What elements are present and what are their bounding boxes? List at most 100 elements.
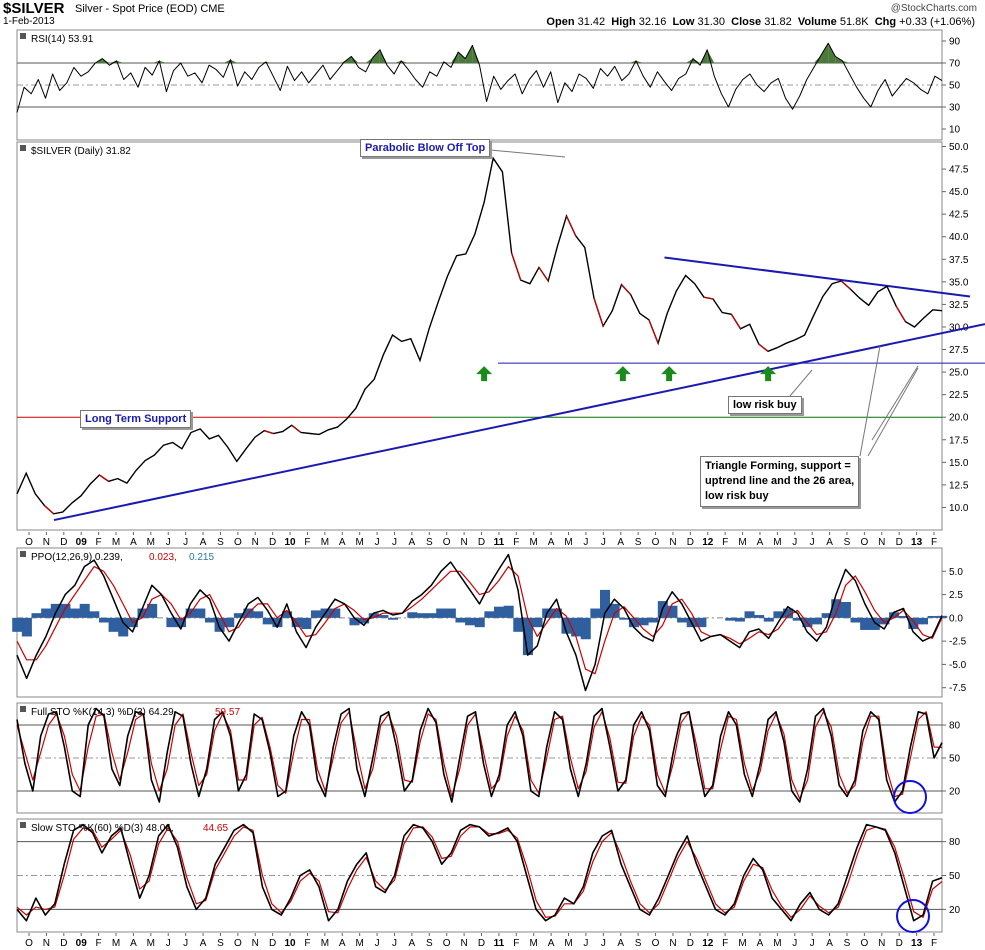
bottom-xlabel: O: [25, 938, 33, 949]
ppo-legend-swatch: [20, 551, 26, 557]
price-xlabel: M: [773, 537, 781, 548]
ppo-histogram-bar: [917, 617, 928, 625]
price-tick-label: 47.5: [949, 165, 969, 176]
rsi-overbought-fill: [266, 61, 274, 63]
rsi-overbought-fill: [102, 58, 110, 63]
ppo-histogram-bar: [725, 617, 736, 621]
bottom-xlabel: S: [426, 938, 433, 949]
price-xlabel: A: [617, 537, 624, 548]
price-xlabel: A: [409, 537, 416, 548]
ppo-histogram-bar: [21, 617, 32, 637]
price-xlabel: M: [738, 537, 746, 548]
ppo-histogram-bar: [648, 617, 659, 623]
low-value: 31.30: [697, 16, 726, 28]
bottom-xlabel: S: [635, 938, 642, 949]
support-arrow-0: [476, 366, 493, 382]
ppo-histogram-bar: [734, 617, 745, 622]
chg-label: Chg: [874, 16, 897, 28]
price-down-segment: [730, 314, 742, 330]
ppo-histogram-bar: [455, 617, 466, 623]
chart-symbol: $SILVER: [3, 0, 65, 17]
rsi-overbought-fill: [230, 59, 238, 63]
price-tick-label: 22.5: [949, 390, 969, 401]
bottom-xlabel: J: [810, 938, 815, 949]
ppo-histogram-bar: [628, 617, 639, 628]
price-legend-0: $SILVER (Daily) 31.82: [31, 146, 131, 157]
price-xlabel: D: [478, 537, 485, 548]
price-xlabel: N: [878, 537, 885, 548]
ppo-histogram-bar: [253, 611, 264, 618]
bottom-xlabel: D: [269, 938, 276, 949]
fullsto-tick-label: 20: [949, 787, 961, 798]
price-xlabel: N: [669, 537, 676, 548]
price-tick-label: 50.0: [949, 142, 969, 153]
ppo-histogram-bar: [108, 617, 119, 632]
price-tick-label: 30.0: [949, 322, 969, 333]
price-xlabel: A: [130, 537, 137, 548]
price-down-segment: [895, 305, 906, 322]
close-value: 31.82: [764, 16, 792, 28]
bottom-xlabel: D: [478, 938, 485, 949]
high-label: High: [611, 16, 636, 28]
rsi-overbought-fill: [465, 45, 473, 63]
ppo-histogram-bar: [301, 617, 312, 630]
bottom-xlabel: O: [652, 938, 660, 949]
bottom-xlabel: J: [375, 938, 380, 949]
close-label: Close: [731, 16, 762, 28]
price-tick-label: 35.0: [949, 277, 969, 288]
ppo-tick-label: 5.0: [949, 567, 963, 578]
bottom-xlabel: S: [217, 938, 224, 949]
bottom-xlabel: J: [166, 938, 171, 949]
bottom-xlabel: M: [356, 938, 364, 949]
rsi-overbought-fill: [707, 49, 715, 63]
price-tick-label: 15.0: [949, 458, 969, 469]
bottom-xlabel: 09: [76, 938, 88, 949]
price-xlabel: S: [426, 537, 433, 548]
bottom-xlabel: J: [583, 938, 588, 949]
bottom-xlabel: J: [183, 938, 188, 949]
rsi-overbought-fill: [436, 61, 444, 63]
ppo-histogram-bar: [551, 608, 562, 618]
ppo-tick-label: 0.0: [949, 613, 963, 624]
rsi-overbought-fill: [152, 60, 160, 63]
price-xlabel: D: [269, 537, 276, 548]
chart-description: Silver - Spot Price (EOD) CME: [75, 3, 225, 15]
slowsto-tick-label: 80: [949, 837, 961, 848]
price-xlabel: 09: [76, 537, 88, 548]
rsi-overbought-fill: [351, 56, 359, 63]
bottom-xlabel: F: [722, 938, 728, 949]
ppo-tick-label: -7.5: [949, 683, 967, 694]
price-xlabel: N: [43, 537, 50, 548]
ppo-histogram-bar: [494, 606, 505, 618]
bottom-xlabel: O: [443, 938, 451, 949]
price-down-segment: [758, 343, 769, 352]
price-xlabel: M: [112, 537, 120, 548]
slowsto-circle-highlight: [896, 899, 930, 933]
ppo-histogram-bar: [436, 608, 447, 618]
bottom-xlabel: A: [130, 938, 137, 949]
bottom-xlabel: M: [738, 938, 746, 949]
bottom-xlabel: N: [878, 938, 885, 949]
bottom-xlabel: F: [96, 938, 102, 949]
price-tick-label: 17.5: [949, 435, 969, 446]
rsi-tick-label: 90: [949, 37, 961, 48]
price-down-segment: [99, 474, 109, 482]
fullsto-legend-1: 59.57: [215, 707, 240, 718]
ppo-histogram-bar: [70, 608, 81, 618]
rsi-tick-label: 10: [949, 125, 961, 136]
support-arrow-3: [760, 366, 777, 382]
price-tick-label: 40.0: [949, 232, 969, 243]
ppo-histogram-bar: [60, 603, 71, 618]
rsi-tick-label: 50: [949, 81, 961, 92]
description-text: Silver - Spot Price (EOD): [75, 3, 198, 15]
ppo-tick-label: 2.5: [949, 590, 963, 601]
ppo-histogram-bar: [840, 602, 851, 618]
price-xlabel: J: [601, 537, 606, 548]
triangle-upper-line: [664, 256, 971, 298]
support-arrow-1: [614, 366, 631, 382]
price-xlabel: D: [60, 537, 67, 548]
rsi-overbought-fill: [636, 60, 644, 63]
ppo-histogram-bar: [388, 617, 399, 620]
ppo-histogram-bar: [609, 603, 620, 618]
bottom-xlabel: A: [200, 938, 207, 949]
